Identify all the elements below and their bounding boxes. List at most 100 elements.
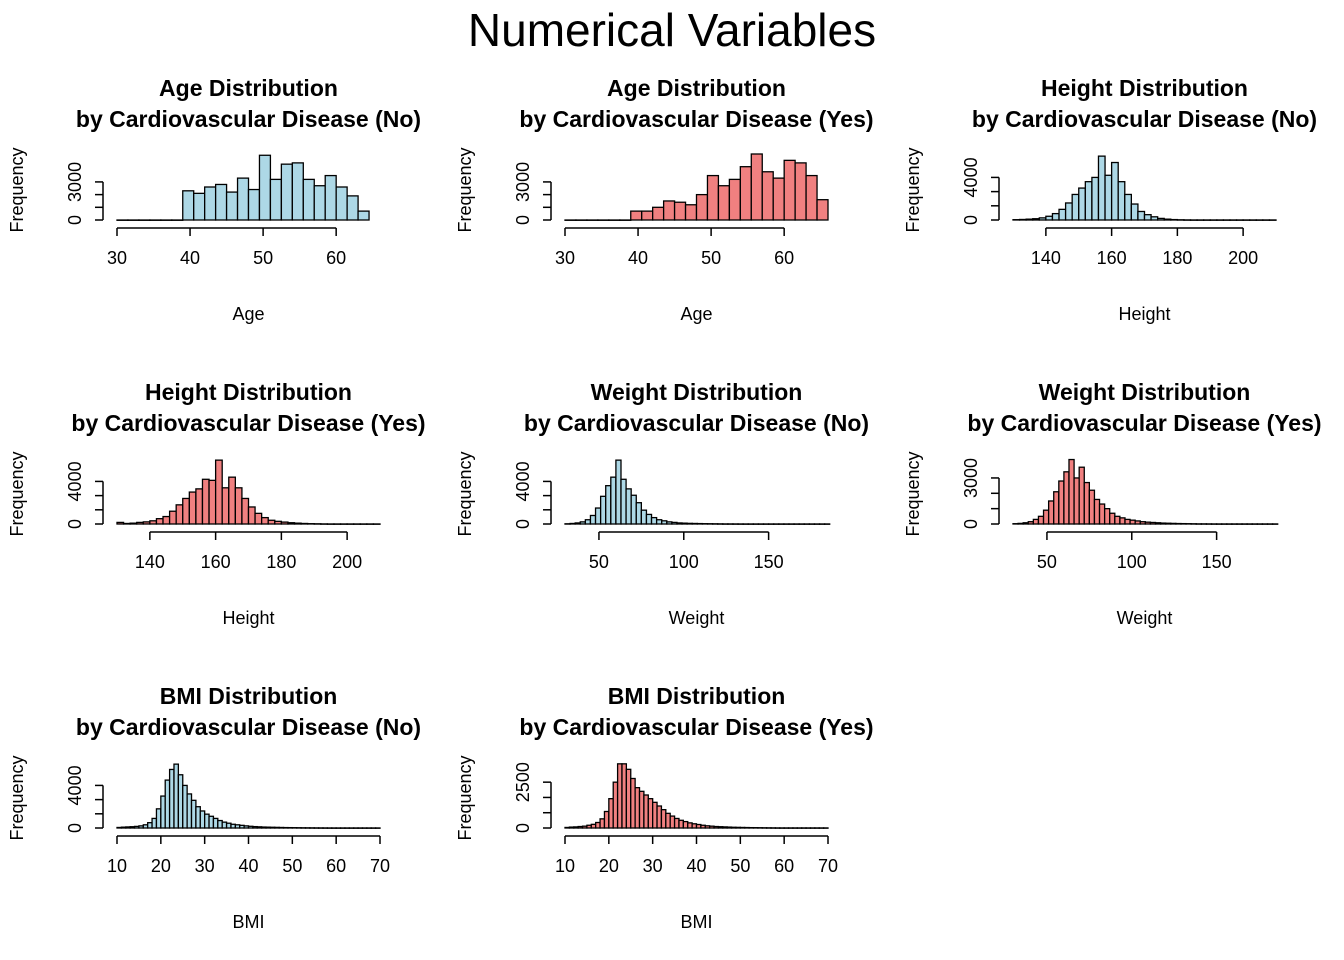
x-tick-label: 50 <box>589 552 609 572</box>
histogram-bar <box>133 825 140 829</box>
histogram-bar <box>706 174 720 221</box>
panel-subtitle: by Cardiovascular Disease (No) <box>76 714 421 740</box>
histogram-bar <box>717 826 724 829</box>
x-tick-label: 100 <box>669 552 699 572</box>
histogram-bar <box>151 817 158 829</box>
histogram-bar <box>783 159 796 221</box>
histogram-bar <box>709 825 715 829</box>
histogram-bar <box>168 510 177 525</box>
x-tick-label: 40 <box>238 856 258 876</box>
histogram-bar <box>1018 218 1027 221</box>
histogram-bar <box>335 186 348 221</box>
histogram-bar <box>278 826 285 829</box>
histogram-bar <box>590 823 597 829</box>
histogram-bar <box>1042 509 1050 525</box>
histogram-bar <box>635 502 643 525</box>
histogram-bar <box>1038 217 1047 221</box>
x-tick-label: 30 <box>643 856 663 876</box>
y-tick-label: 4000 <box>65 461 85 501</box>
histogram-bar <box>212 817 219 829</box>
panel-subtitle: by Cardiovascular Disease (Yes) <box>967 410 1321 436</box>
histogram-bar <box>256 826 263 829</box>
histogram-bar <box>136 521 144 525</box>
histogram-bar <box>584 519 592 525</box>
histogram-bar <box>739 826 746 829</box>
histogram-bar <box>175 504 184 525</box>
histogram-bar <box>1150 216 1159 221</box>
histogram-bar <box>579 521 587 525</box>
bars <box>1012 458 1279 525</box>
histogram-bar <box>182 190 195 221</box>
histogram-bar <box>603 810 610 829</box>
x-tick-label: 20 <box>599 856 619 876</box>
histogram-bar <box>625 488 632 525</box>
histogram-bar <box>182 497 190 525</box>
y-tick-label: 0 <box>961 519 981 529</box>
histogram-bar <box>684 204 698 221</box>
histogram-bar <box>116 826 123 829</box>
histogram-bar <box>647 798 654 829</box>
histogram-bar <box>149 520 158 525</box>
histogram-bar <box>260 516 269 525</box>
histogram-bar <box>652 206 665 221</box>
histogram-bar <box>634 787 641 829</box>
histogram-bar <box>204 813 210 829</box>
bars <box>1012 155 1277 221</box>
histogram-bar <box>669 815 676 829</box>
histogram-bar <box>225 822 232 829</box>
histogram-bar <box>164 779 171 829</box>
histogram-bar <box>177 774 184 829</box>
x-tick-label: 140 <box>1031 248 1061 268</box>
x-axis-label: BMI <box>680 912 712 932</box>
x-axis-label: Weight <box>669 608 725 628</box>
x-tick-label: 50 <box>701 248 721 268</box>
x-tick-label: 60 <box>326 856 346 876</box>
histogram-bar <box>717 185 731 221</box>
histogram-bar <box>1058 480 1065 525</box>
histogram-bar <box>564 826 571 829</box>
histogram-bar <box>621 763 628 829</box>
histogram-bar <box>280 521 289 525</box>
y-tick-label: 0 <box>65 519 85 529</box>
histogram-bar <box>695 823 702 829</box>
histogram-bar <box>274 520 283 525</box>
histogram-bar <box>625 768 632 829</box>
histogram-bar <box>1137 210 1146 221</box>
histogram-panel-6: BMI Distribution by Cardiovascular Diseas… <box>7 683 421 932</box>
panel-title: Height Distribution <box>145 379 352 405</box>
x-tick-label: 180 <box>1162 248 1192 268</box>
histogram-bar <box>581 825 588 829</box>
histogram-bar <box>687 822 693 829</box>
histogram-bar <box>188 491 197 525</box>
histogram-bar <box>186 793 193 829</box>
histogram-bar <box>1047 500 1055 525</box>
histogram-bar <box>772 177 785 221</box>
histogram-bar <box>1170 522 1177 525</box>
histogram-bar <box>280 163 293 221</box>
histogram-bar <box>1129 519 1136 525</box>
histogram-bar <box>615 459 622 525</box>
x-axis-label: Age <box>232 304 264 324</box>
y-axis-label: Frequency <box>7 147 27 232</box>
histogram-bar <box>673 817 680 829</box>
bars <box>564 763 829 829</box>
histogram-bar <box>204 186 217 221</box>
x-tick-label: 160 <box>1097 248 1127 268</box>
histogram-bar <box>267 519 276 525</box>
panel-subtitle: by Cardiovascular Disease (Yes) <box>519 106 873 132</box>
histogram-bar <box>574 522 581 525</box>
histogram-bar <box>1088 489 1096 525</box>
histogram-panel-7: BMI Distribution by Cardiovascular Diseas… <box>455 683 874 932</box>
histogram-bar <box>722 826 728 829</box>
histogram-bar <box>1154 522 1162 525</box>
histogram-bar <box>656 805 663 829</box>
histogram-bar <box>573 826 579 829</box>
histogram-bar <box>230 823 236 829</box>
histogram-bar <box>1025 218 1034 221</box>
histogram-bar <box>1130 203 1139 221</box>
bars <box>116 459 381 525</box>
histogram-bar <box>577 825 584 829</box>
histogram-bar <box>1117 181 1126 221</box>
histogram-bar <box>1143 214 1152 221</box>
histogram-bar <box>681 522 688 525</box>
